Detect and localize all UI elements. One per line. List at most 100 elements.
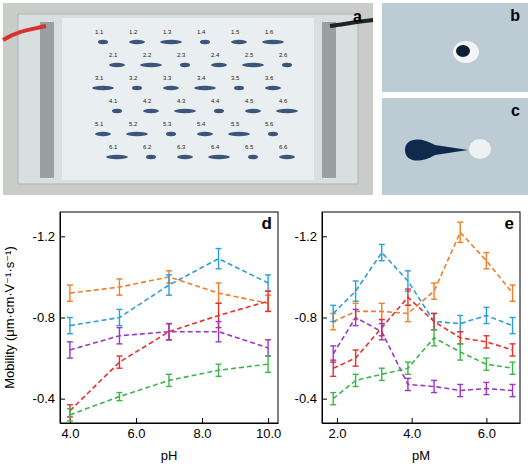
y-tick: -0.4	[33, 391, 65, 406]
error-bar-stem	[333, 346, 334, 362]
figure: 1.11.21.31.41.51.62.12.22.32.42.52.63.13…	[0, 0, 531, 467]
error-bar-stem	[168, 374, 169, 386]
error-bar-stem	[333, 305, 334, 321]
error-bar	[116, 279, 122, 295]
x-tick: 4.0	[61, 418, 79, 441]
error-bar-cap	[265, 339, 271, 340]
error-bar-cap	[483, 347, 489, 348]
error-bar-cap	[483, 323, 489, 324]
error-bar-cap	[166, 339, 172, 340]
spot-label: 5.2	[129, 121, 138, 127]
error-bar-cap	[265, 355, 271, 356]
error-bar	[67, 342, 73, 358]
error-bar-cap	[457, 331, 463, 332]
spot	[92, 86, 114, 90]
spot	[126, 132, 148, 136]
tick-label: -0.4	[33, 391, 55, 406]
error-bar	[431, 380, 437, 392]
error-bar-stem	[460, 222, 461, 242]
error-bar-cap	[483, 335, 489, 336]
error-bar-cap	[431, 392, 437, 393]
tick-mark	[60, 318, 65, 319]
x-tick: 4.0	[403, 418, 421, 441]
spot-label: 1.6	[265, 29, 274, 35]
photo-c: c	[382, 98, 528, 195]
y-axis: -1.2-0.8-0.4	[295, 213, 327, 424]
error-bar-stem	[486, 382, 487, 394]
spot	[106, 155, 128, 159]
error-bar-cap	[166, 294, 172, 295]
error-bar	[483, 382, 489, 394]
error-bar-stem	[486, 253, 487, 269]
error-bar	[330, 393, 336, 405]
error-bar-cap	[510, 317, 516, 318]
error-bar	[405, 289, 411, 305]
error-bar-stem	[218, 322, 219, 342]
spot-label: 4.5	[245, 98, 254, 104]
error-bar-cap	[216, 376, 222, 377]
error-bar-cap	[216, 268, 222, 269]
error-bar-stem	[355, 350, 356, 366]
error-bar	[457, 344, 463, 360]
error-bar-stem	[69, 342, 70, 358]
error-bar-cap	[457, 396, 463, 397]
spot-label: 4.6	[279, 98, 288, 104]
error-bar-cap	[379, 339, 385, 340]
error-bar-stem	[381, 303, 382, 319]
error-bar-cap	[166, 374, 172, 375]
error-bar-stem	[433, 313, 434, 329]
error-bar-stem	[355, 309, 356, 325]
y-tick: -0.4	[295, 391, 327, 406]
plot-area	[67, 249, 271, 421]
error-bar-cap	[405, 305, 411, 306]
error-bar	[379, 303, 385, 319]
photo-b: b	[382, 3, 528, 92]
error-bar-stem	[407, 305, 408, 321]
error-bar-stem	[218, 283, 219, 303]
tick-label: -1.2	[33, 229, 55, 244]
error-bar-cap	[405, 374, 411, 375]
error-bar	[353, 374, 359, 386]
tick-label: -0.8	[33, 310, 55, 325]
spot-label: 1.3	[163, 29, 172, 35]
spot-label: 2.4	[211, 52, 220, 58]
error-bar-cap	[330, 321, 336, 322]
error-bar-stem	[433, 283, 434, 299]
spot-label: 6.4	[211, 144, 220, 150]
error-bar	[431, 313, 437, 329]
plot-frame	[322, 212, 520, 423]
error-bar-stem	[267, 275, 268, 291]
tray	[3, 3, 373, 195]
error-bar-cap	[457, 343, 463, 344]
error-bar-cap	[67, 357, 73, 358]
error-bar-cap	[379, 380, 385, 381]
error-bar-cap	[431, 282, 437, 283]
error-bar-stem	[433, 330, 434, 346]
y-tick: -0.8	[33, 310, 65, 325]
series-line	[333, 232, 512, 321]
error-bar-cap	[379, 319, 385, 320]
error-bar-cap	[457, 242, 463, 243]
wire	[3, 26, 46, 40]
spot	[248, 155, 258, 159]
spot	[163, 86, 179, 90]
spot-label: 1.4	[197, 29, 206, 35]
error-bar	[116, 356, 122, 368]
spot	[95, 132, 111, 136]
tick-mark	[136, 418, 137, 423]
error-bar-cap	[216, 282, 222, 283]
series-line	[70, 364, 268, 415]
error-bar-stem	[407, 362, 408, 374]
tick-mark	[337, 418, 338, 423]
error-bar-cap	[457, 331, 463, 332]
error-bar-cap	[483, 394, 489, 395]
x-axis: 4.06.08.010.0	[61, 418, 282, 441]
series-line	[333, 253, 512, 326]
spot	[143, 109, 159, 113]
gel	[62, 18, 314, 180]
error-bar-stem	[218, 249, 219, 269]
error-bar-cap	[510, 343, 516, 344]
error-bar	[405, 378, 411, 390]
error-bar-cap	[353, 386, 359, 387]
error-bar-cap	[116, 294, 122, 295]
